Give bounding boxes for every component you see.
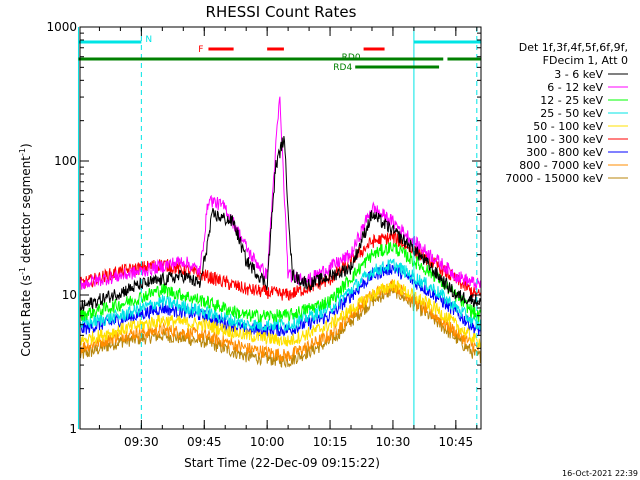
- flag-label-rd0: RD0: [342, 53, 361, 63]
- x-tick-label: 10:45: [439, 435, 474, 449]
- legend-label-7: 300 - 800 keV: [526, 146, 603, 159]
- axes: 1 10 100 1000 09:30 09:45 10:00 10:15 10:30 10:45: [46, 20, 482, 449]
- x-axis-label: Start Time (22-Dec-09 09:15:22): [184, 456, 380, 470]
- x-tick-label: 10:00: [250, 435, 285, 449]
- chart-title: RHESSI Count Rates: [206, 3, 357, 21]
- legend-header-line-1: Det 1f,3f,4f,5f,6f,9f,: [519, 41, 628, 54]
- flag-label-f: F: [198, 45, 203, 55]
- legend-label-9: 7000 - 15000 keV: [505, 172, 603, 185]
- flag-label-rd4: RD4: [333, 63, 352, 73]
- y-tick-label: 100: [54, 154, 77, 168]
- x-tick-label: 10:15: [313, 435, 348, 449]
- legend-label-4: 25 - 50 keV: [540, 107, 603, 120]
- generation-timestamp: 16-Oct-2021 22:39: [562, 469, 638, 478]
- y-axis-label: Count Rate (s-1 detector segment-1): [18, 143, 33, 356]
- legend-label-2: 6 - 12 keV: [547, 81, 603, 94]
- y-tick-label: 1: [69, 422, 77, 436]
- legend-header-line-2: FDecim 1, Att 0: [543, 54, 628, 67]
- legend-label-3: 12 - 25 keV: [540, 94, 603, 107]
- flag-label-n: N: [145, 35, 152, 45]
- legend: Det 1f,3f,4f,5f,6f,9f, FDecim 1, Att 0 3…: [505, 41, 628, 185]
- y-tick-label: 1000: [46, 20, 77, 34]
- x-tick-label: 10:30: [376, 435, 411, 449]
- x-tick-label: 09:30: [124, 435, 159, 449]
- y-tick-label: 10: [62, 288, 77, 302]
- legend-label-5: 50 - 100 keV: [533, 120, 603, 133]
- legend-label-1: 3 - 6 keV: [554, 68, 603, 81]
- legend-label-6: 100 - 300 keV: [526, 133, 603, 146]
- legend-label-8: 800 - 7000 keV: [519, 159, 603, 172]
- plot-frame: [79, 26, 482, 430]
- x-tick-label: 09:45: [187, 435, 222, 449]
